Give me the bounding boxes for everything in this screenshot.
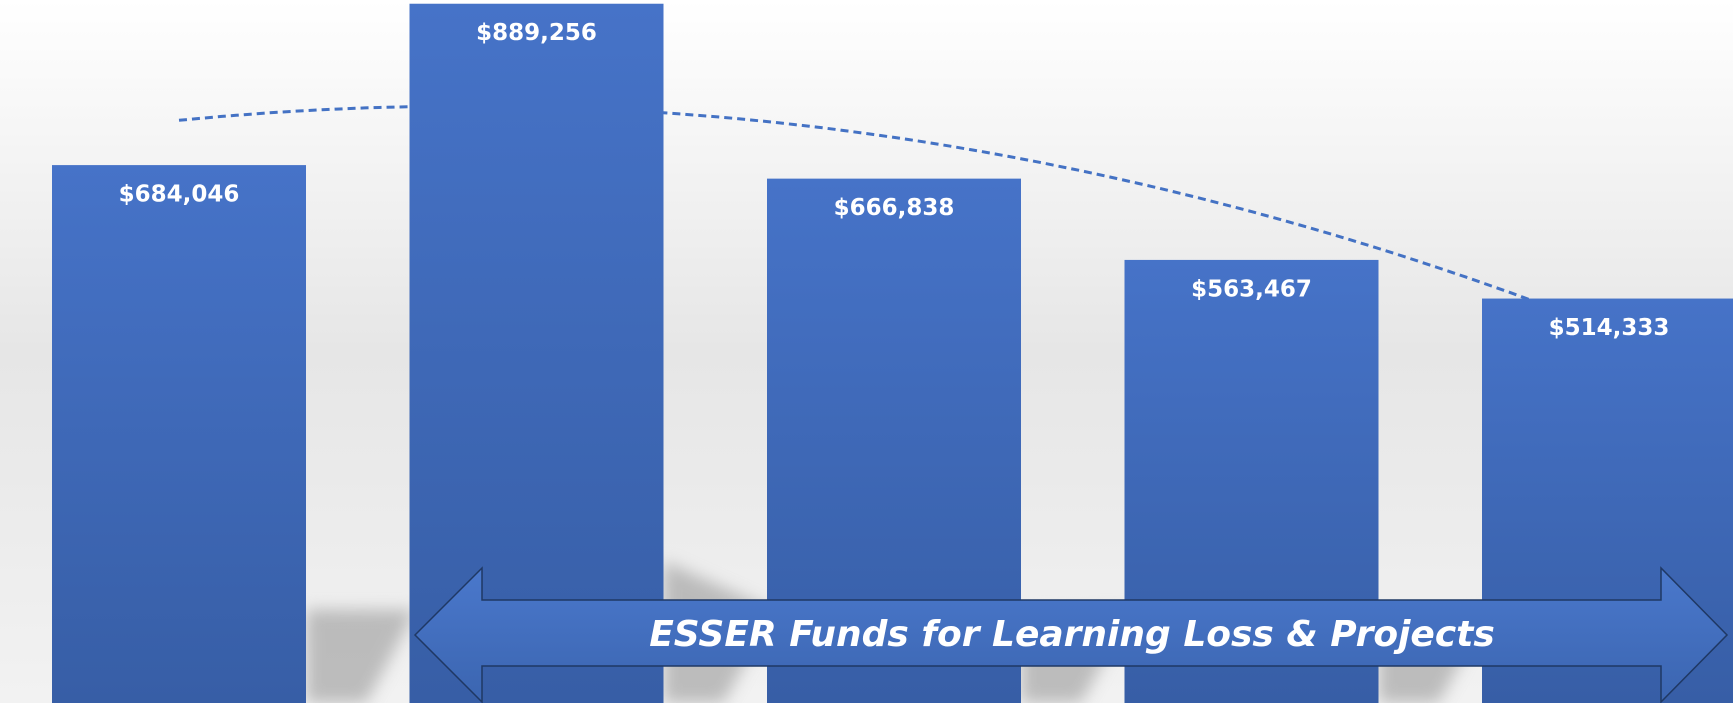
value-label: $563,467 [1191,276,1312,302]
bar [409,3,664,703]
value-label: $889,256 [476,20,597,46]
annotation-text: ESSER Funds for Learning Loss & Projects [649,614,1495,655]
arrow-shape [413,566,1729,703]
value-label: $514,333 [1549,315,1670,341]
bar [52,165,306,703]
value-label: $684,046 [119,182,240,208]
annotation-arrow: ESSER Funds for Learning Loss & Projects [413,566,1729,703]
value-label: $666,838 [834,195,955,221]
bar-shadow [306,609,416,703]
